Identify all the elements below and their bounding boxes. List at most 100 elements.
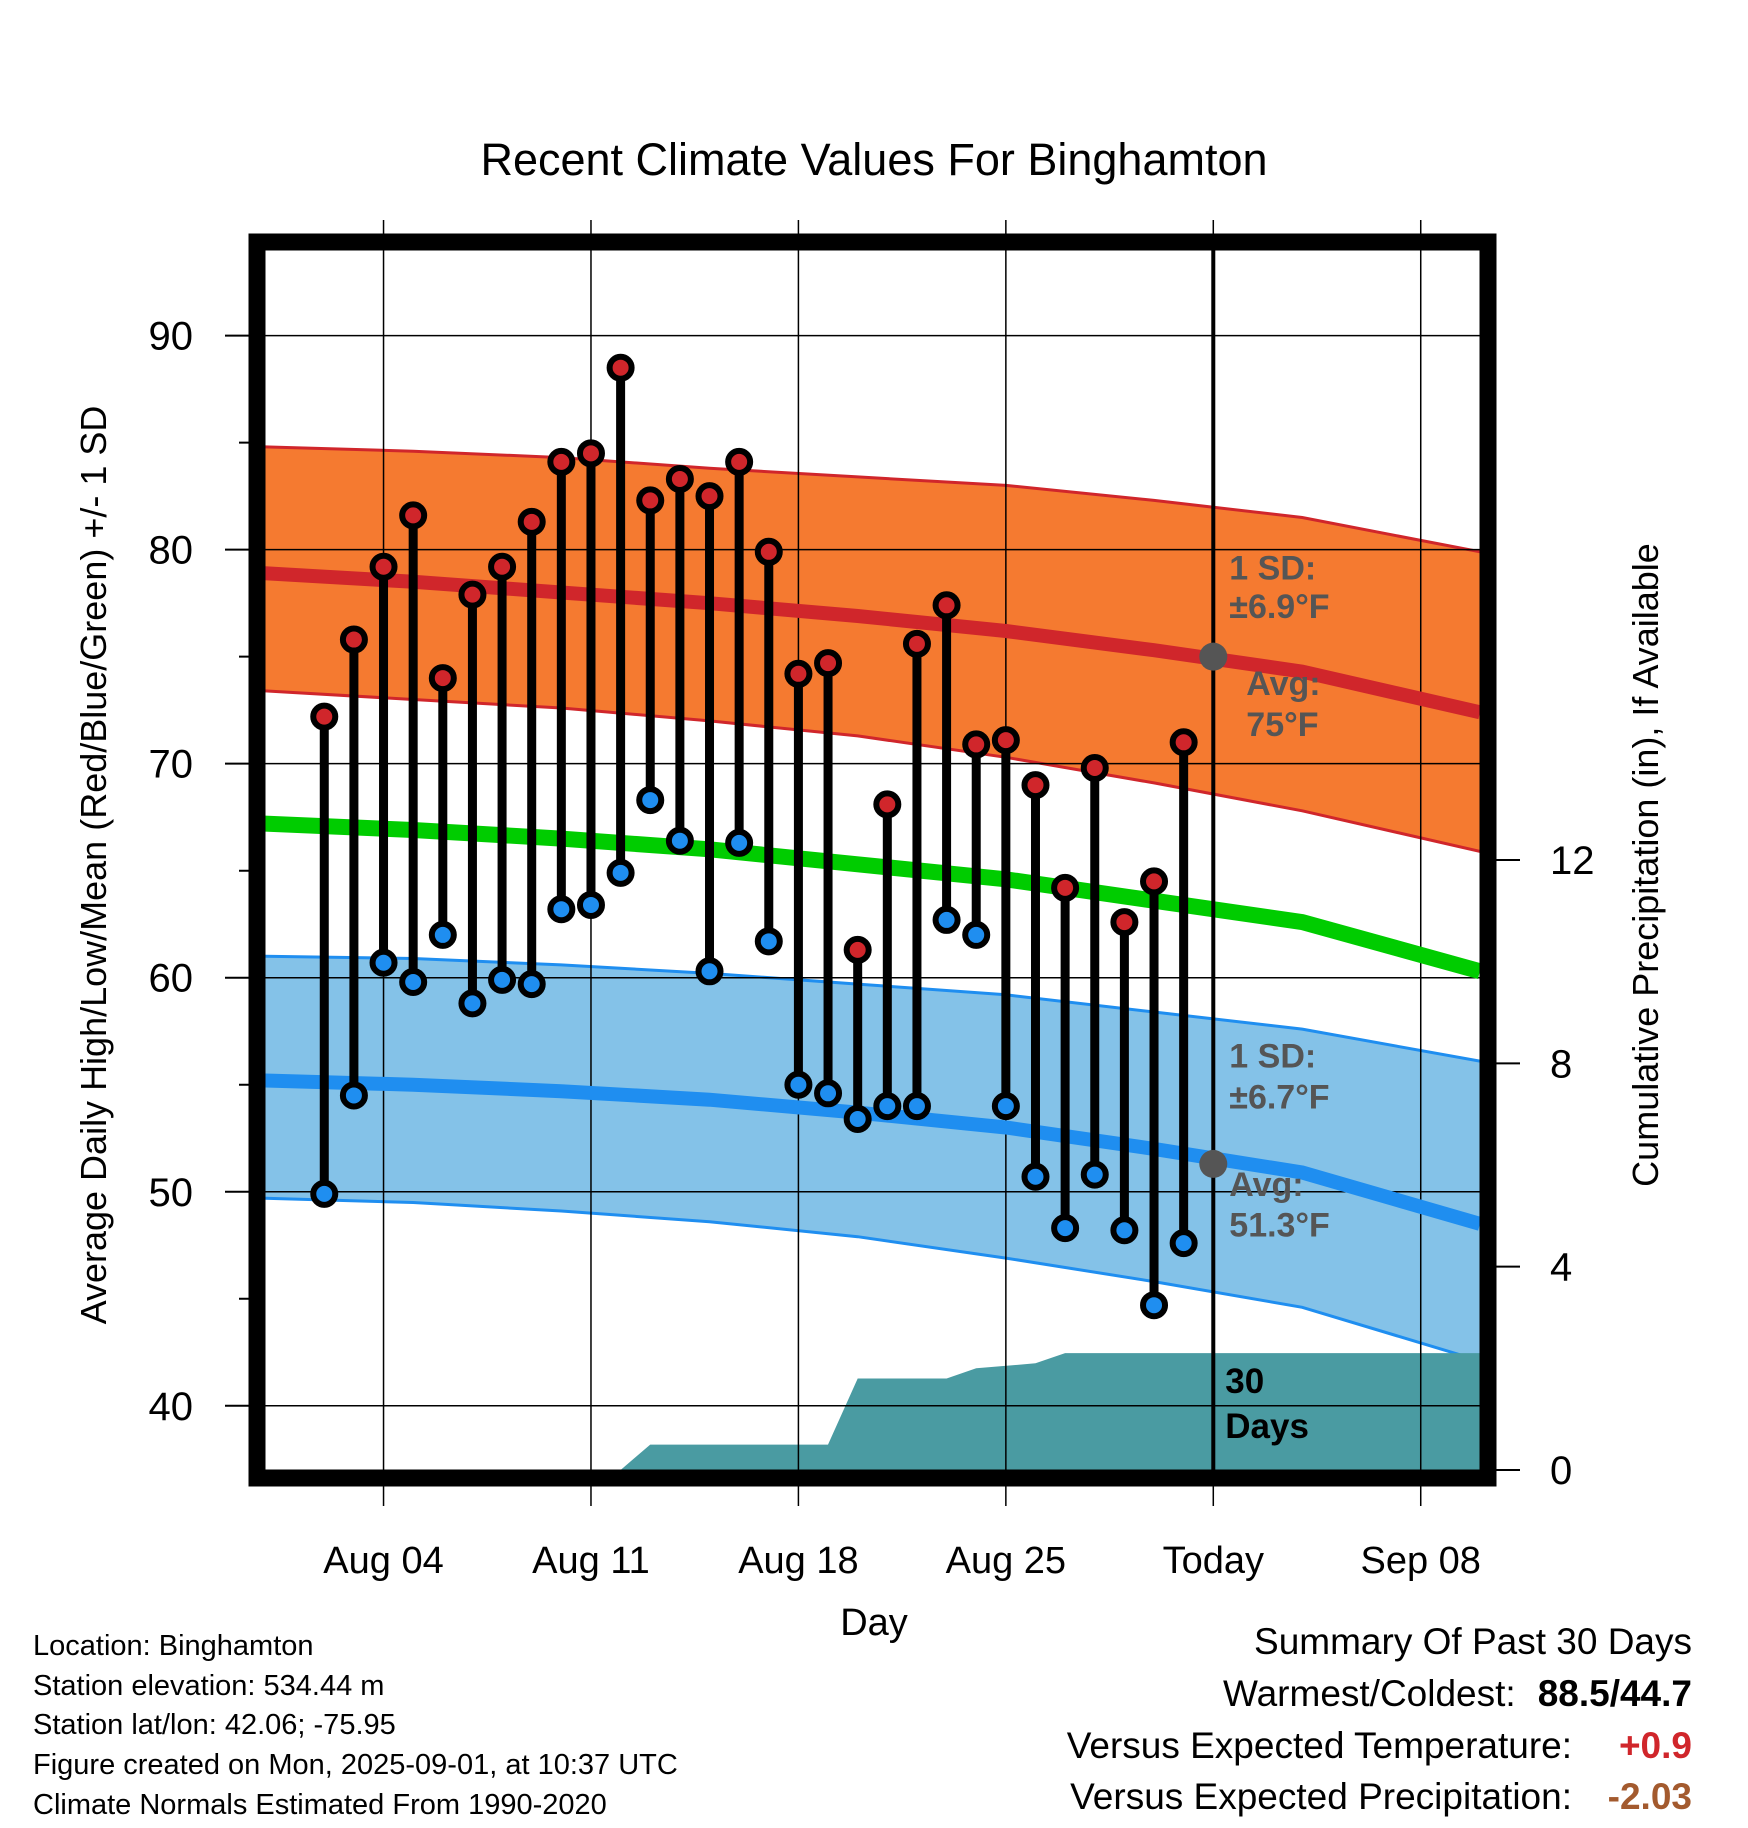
high-temp-point	[902, 629, 931, 658]
precip-area	[265, 1353, 1480, 1470]
summary-warm-cold: Warmest/Coldest: 88.5/44.7	[1223, 1675, 1692, 1712]
high-temp-point	[369, 552, 398, 581]
low-sd-annotation-title: 1 SD:	[1229, 1038, 1316, 1076]
high-temp-point	[873, 790, 902, 819]
low-sd-lower-edge	[265, 1196, 1480, 1363]
mean-normal-line	[265, 815, 1480, 980]
low-temp-point	[814, 1079, 843, 1108]
days-count-label: 30	[1225, 1362, 1264, 1401]
summary-precip: Versus Expected Precipitation: -2.03	[1070, 1778, 1692, 1815]
info-normals: Climate Normals Estimated From 1990-2020	[33, 1789, 607, 1821]
high-temp-point	[339, 625, 368, 654]
y2-tick-label: 0	[1550, 1449, 1572, 1493]
info-latlon: Station lat/lon: 42.06; -75.95	[33, 1709, 396, 1741]
today-low-normal-marker	[1199, 1149, 1228, 1178]
low-temp-point	[428, 920, 457, 949]
today-high-normal-marker	[1199, 642, 1228, 671]
high-temp-point	[991, 726, 1020, 755]
high-sd-upper-edge	[265, 445, 1480, 554]
low-temp-point	[399, 968, 428, 996]
low-temp-point	[1051, 1214, 1080, 1243]
x-tick-label: Aug 25	[946, 1540, 1066, 1582]
y-tick-label: 40	[149, 1385, 194, 1429]
high-temp-point	[1110, 908, 1139, 937]
low-temp-point	[784, 1070, 813, 1099]
y2-tick-label: 4	[1550, 1246, 1572, 1290]
y-axis-label: Average Daily High/Low/Mean (Red/Blue/Gr…	[73, 406, 114, 1325]
y2-tick-label: 8	[1550, 1042, 1572, 1086]
low-temp-point	[458, 989, 487, 1018]
high-temp-point	[695, 482, 724, 511]
low-temp-point	[369, 948, 398, 977]
x-tick-label: Today	[1163, 1540, 1264, 1582]
low-temp-point	[932, 905, 961, 934]
low-sd-band	[265, 956, 1480, 1361]
precip-anomaly-label: Versus Expected Precipitation:	[1070, 1776, 1572, 1817]
warm-cold-value: 88.5/44.7	[1537, 1673, 1692, 1714]
low-temp-point	[1140, 1291, 1169, 1320]
y-tick-label: 80	[149, 529, 194, 573]
precip-anomaly-value: -2.03	[1607, 1776, 1692, 1817]
high-sd-annotation-title: 1 SD:	[1229, 550, 1316, 588]
x-tick-label: Aug 04	[323, 1540, 443, 1582]
warm-cold-label: Warmest/Coldest:	[1223, 1673, 1516, 1714]
low-temp-point	[665, 826, 694, 855]
low-temp-point	[962, 920, 991, 949]
high-temp-point	[488, 552, 517, 581]
days-label: Days	[1225, 1407, 1309, 1446]
low-temp-point	[1169, 1229, 1198, 1258]
high-temp-point	[814, 649, 843, 678]
plot-inner	[265, 250, 1480, 1470]
low-temp-point	[636, 786, 665, 815]
y-tick-label: 60	[149, 957, 194, 1001]
low-sd-annotation: ±6.7°F	[1229, 1078, 1329, 1116]
x-tick-label: Sep 08	[1361, 1540, 1481, 1582]
high-temp-point	[665, 465, 694, 494]
high-temp-point	[399, 501, 428, 530]
low-temp-point	[1021, 1162, 1050, 1191]
summary-temp: Versus Expected Temperature: +0.9	[1067, 1727, 1692, 1764]
low-temp-point	[754, 927, 783, 956]
high-temp-point	[428, 664, 457, 693]
y-tick-label: 50	[149, 1171, 194, 1215]
low-temp-point	[576, 890, 605, 919]
low-temp-point	[843, 1104, 872, 1133]
high-avg-annotation: 75°F	[1246, 706, 1318, 744]
high-temp-point	[458, 580, 487, 609]
temp-anomaly-label: Versus Expected Temperature:	[1066, 1725, 1572, 1766]
low-temp-point	[310, 1179, 339, 1208]
high-temp-point	[606, 353, 635, 382]
x-axis-label: Day	[840, 1602, 908, 1644]
y2-tick-label: 12	[1550, 839, 1595, 883]
high-temp-point	[784, 659, 813, 688]
high-temp-point	[962, 730, 991, 759]
info-location: Location: Binghamton	[33, 1630, 314, 1662]
summary-title: Summary Of Past 30 Days	[1254, 1621, 1692, 1662]
y2-axis-label: Cumulative Precipitation (in), If Availa…	[1625, 543, 1666, 1187]
high-temp-point	[754, 537, 783, 566]
low-temp-point	[902, 1092, 931, 1121]
low-temp-point	[991, 1092, 1020, 1121]
high-sd-lower-edge	[265, 689, 1480, 853]
high-temp-point	[1169, 728, 1198, 757]
high-temp-point	[1051, 873, 1080, 902]
high-temp-point	[547, 447, 576, 476]
temp-anomaly-value: +0.9	[1618, 1725, 1692, 1766]
low-avg-annotation: 51.3°F	[1229, 1207, 1330, 1245]
low-temp-point	[873, 1092, 902, 1121]
low-temp-point	[547, 895, 576, 924]
high-avg-annotation-title: Avg:	[1246, 665, 1320, 703]
high-temp-point	[1080, 753, 1109, 782]
chart-title: Recent Climate Values For Binghamton	[480, 134, 1267, 185]
high-temp-point	[725, 447, 754, 476]
low-temp-point	[695, 957, 724, 986]
high-temp-point	[932, 591, 961, 620]
y-tick-label: 90	[149, 315, 194, 359]
info-elevation: Station elevation: 534.44 m	[33, 1670, 385, 1702]
low-temp-point	[1080, 1160, 1109, 1189]
high-temp-point	[636, 486, 665, 515]
high-sd-annotation: ±6.9°F	[1229, 588, 1329, 626]
high-temp-point	[1140, 867, 1169, 896]
